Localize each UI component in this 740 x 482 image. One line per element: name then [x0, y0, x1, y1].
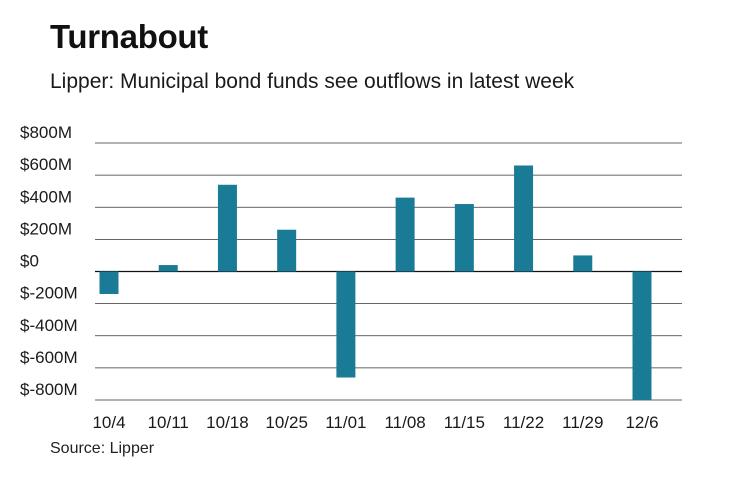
- x-tick-label: 10/4: [92, 413, 125, 432]
- x-tick-label: 10/18: [206, 413, 249, 432]
- source-note: Source: Lipper: [50, 440, 155, 457]
- y-tick-label: $-400M: [20, 316, 78, 335]
- bars: [99, 165, 652, 400]
- y-tick-label: $200M: [20, 219, 72, 238]
- y-tick-label: $0: [20, 252, 39, 271]
- x-tick-label: 11/29: [562, 413, 603, 432]
- bar-12-6: [632, 271, 652, 400]
- x-axis-labels: 10/4 10/11 10/18 10/25 11/01 11/08 11/15 11/22 1…: [92, 413, 658, 432]
- x-tick-label: 11/22: [503, 413, 544, 432]
- bar-10-4: [99, 271, 119, 294]
- bar-10-25: [277, 229, 297, 272]
- x-tick-label: 11/01: [325, 413, 366, 432]
- bar-10-18: [217, 184, 237, 272]
- y-tick-label: $600M: [20, 155, 72, 174]
- chart-title: Turnabout: [50, 18, 208, 55]
- bar-10-11: [158, 265, 178, 272]
- bar-11-29: [573, 255, 593, 272]
- y-tick-label: $400M: [20, 187, 72, 206]
- bar-11-01: [336, 271, 356, 378]
- chart-subtitle: Lipper: Municipal bond funds see outflow…: [50, 70, 575, 93]
- bar-11-08: [395, 197, 415, 272]
- x-tick-label: 10/25: [265, 413, 308, 432]
- bar-11-15: [454, 204, 474, 272]
- y-tick-label: $-600M: [20, 348, 78, 367]
- y-tick-label: $800M: [20, 123, 72, 142]
- y-axis-labels: $800M $600M $400M $200M $0 $-200M $-400M $-600M…: [20, 123, 78, 399]
- x-tick-label: 11/08: [384, 413, 425, 432]
- bar-11-22: [514, 165, 534, 272]
- x-tick-label: 10/11: [148, 413, 189, 432]
- y-tick-label: $-200M: [20, 284, 78, 303]
- grid-lines: [95, 142, 682, 401]
- y-tick-label: $-800M: [20, 380, 78, 399]
- x-tick-label: 12/6: [625, 413, 658, 432]
- x-tick-label: 11/15: [444, 413, 485, 432]
